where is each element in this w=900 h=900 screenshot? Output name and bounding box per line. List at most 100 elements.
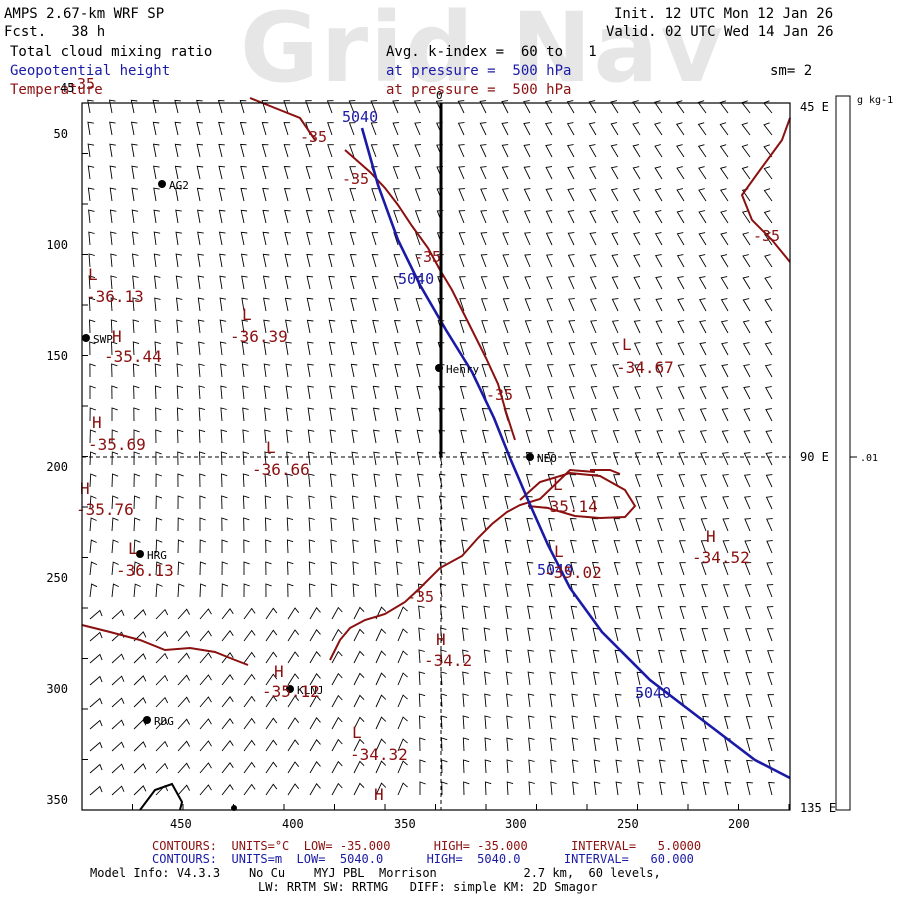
wind-barb [308, 539, 316, 554]
wind-barb [611, 210, 619, 224]
wind-barb [265, 539, 272, 554]
corner-mark: 45 [60, 81, 74, 95]
wind-barb [217, 100, 225, 114]
wind-barb [133, 675, 147, 686]
wind-barb [546, 342, 554, 356]
wind-barb [679, 628, 687, 642]
wind-barb [524, 298, 532, 312]
wind-barb [720, 298, 729, 312]
wind-barb [506, 737, 513, 752]
y-tick-300: 300 [46, 682, 68, 696]
wind-barb [416, 451, 424, 466]
wind-barb [589, 210, 597, 224]
coastline [139, 782, 184, 811]
wind-barb [590, 342, 597, 356]
wind-barb [461, 539, 468, 554]
wind-barb [132, 319, 140, 334]
wind-barb [415, 254, 422, 268]
wind-barb [744, 496, 751, 510]
wind-barb [242, 407, 249, 422]
wind-barb [132, 363, 140, 378]
wind-barb [352, 517, 359, 532]
wind-barb [506, 715, 513, 730]
wind-barb [350, 385, 358, 400]
wind-barb [589, 232, 597, 246]
footer-height-contours: CONTOURS: UNITS=m LOW= 5040.0 HIGH= 5040… [152, 853, 694, 866]
wind-barb [375, 628, 387, 642]
wind-barb [635, 562, 643, 576]
wind-barb [676, 276, 685, 290]
wind-barb [461, 583, 468, 598]
wind-barb [504, 495, 511, 510]
valid-time: Valid. 02 UTC Wed 14 Jan 26 [606, 24, 834, 40]
wind-barb [610, 122, 619, 136]
wind-barb [198, 341, 205, 356]
wind-barb [287, 583, 294, 598]
wind-barb [658, 759, 666, 774]
wind-barb [461, 627, 469, 642]
wind-barb [265, 607, 278, 620]
temp-contour-southwest [81, 624, 249, 666]
wind-barb [679, 562, 686, 576]
station-swp-label: SWP [93, 333, 113, 346]
wind-barb [373, 473, 380, 488]
wind-barb [636, 627, 643, 642]
wind-barb [243, 717, 256, 730]
wind-barb [504, 539, 512, 554]
wind-barb [678, 408, 685, 422]
wind-barb [133, 539, 141, 554]
wind-barb [656, 496, 664, 510]
wind-barb [656, 452, 664, 466]
footer-temp-contours: CONTOURS: UNITS=°C LOW= -35.000 HIGH= -3… [152, 840, 701, 853]
wind-barb [724, 716, 731, 730]
wind-barb [284, 275, 292, 290]
wind-barb [353, 782, 365, 796]
wind-barb [177, 451, 184, 466]
extremum-14-value: -34.32 [350, 745, 408, 764]
wind-barb [218, 209, 226, 224]
wind-barb [742, 320, 751, 334]
wind-barb [330, 517, 337, 532]
wind-barb [131, 165, 138, 180]
wind-barb [548, 561, 556, 576]
wind-barb [153, 209, 160, 224]
wind-barb [305, 210, 313, 224]
wind-barb [701, 628, 709, 642]
wind-barb [415, 298, 423, 312]
wind-barb [372, 363, 380, 378]
wind-barb [353, 606, 365, 620]
wind-barb [262, 253, 270, 268]
wind-barb [502, 232, 509, 246]
wind-barb [416, 407, 424, 422]
wind-barb [89, 741, 103, 752]
wind-barb [743, 386, 751, 400]
wind-barb [679, 584, 687, 598]
wind-barb [741, 210, 751, 224]
wind-barb [481, 320, 488, 334]
wind-barb [567, 210, 575, 224]
wind-barb [111, 495, 119, 510]
wind-barb [265, 783, 278, 796]
wind-barb [505, 627, 512, 642]
wind-barb [262, 187, 269, 202]
wind-barb [462, 715, 470, 730]
wind-barb [243, 739, 256, 752]
temp-label-7: -35 [68, 75, 95, 93]
wind-barb [152, 99, 160, 114]
wind-barb [614, 649, 622, 664]
wind-barb [658, 671, 665, 686]
wind-barb [155, 517, 163, 532]
wind-barb [373, 451, 380, 466]
wind-barb [220, 363, 227, 378]
wind-barb [177, 429, 184, 444]
wind-barb [614, 693, 622, 708]
wind-barb [265, 629, 278, 642]
wind-barb [197, 209, 204, 224]
extremum-4-kind: L [622, 335, 632, 354]
wind-barb [331, 760, 343, 774]
wind-barb [634, 386, 641, 400]
wind-barb [593, 759, 601, 774]
wind-barb [307, 451, 315, 466]
wind-barb [197, 231, 204, 246]
